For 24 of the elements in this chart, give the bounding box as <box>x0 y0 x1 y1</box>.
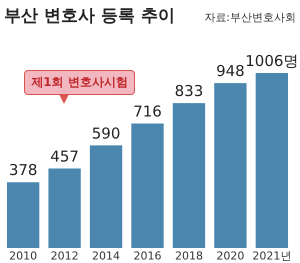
data-label: 948 <box>216 62 245 80</box>
data-label: 1006명 <box>245 52 298 70</box>
text: 자료:부산변호사회 <box>204 10 296 25</box>
annotation: 제1회 변호사시험 <box>24 70 135 95</box>
x-tick-label: 2016 <box>134 250 162 262</box>
x-tick-label: 2010 <box>9 250 38 262</box>
data-label: 716 <box>133 102 162 120</box>
data-label: 378 <box>8 161 38 180</box>
data-label: 833 <box>174 82 204 100</box>
x-tick-label: 2021년 <box>252 250 292 262</box>
bar <box>48 168 81 248</box>
chart-title: 부산 변호사 등록 추이 <box>4 5 175 27</box>
x-tick-label: 2018 <box>174 250 203 262</box>
bar <box>90 145 122 248</box>
data-label: 457 <box>50 148 79 166</box>
data-label: 590 <box>92 124 120 142</box>
bar <box>256 73 288 248</box>
x-tick-label: 2012 <box>50 250 79 262</box>
x-tick-label: 2020 <box>216 250 244 262</box>
bar <box>214 83 247 248</box>
bar <box>6 182 40 248</box>
bar <box>172 103 206 248</box>
bar <box>131 123 164 248</box>
x-tick-label: 2014 <box>92 250 120 262</box>
